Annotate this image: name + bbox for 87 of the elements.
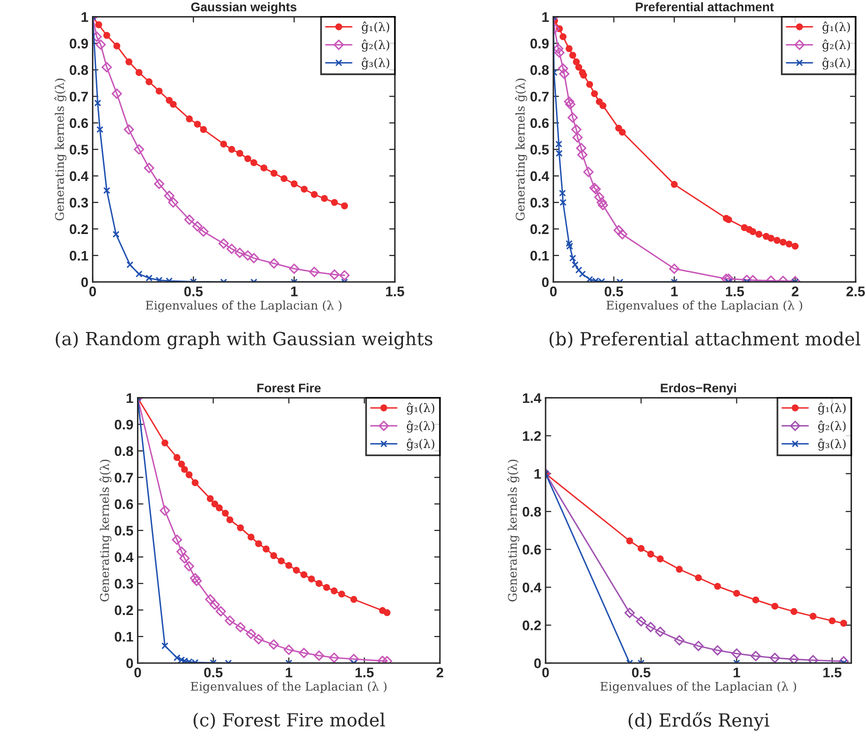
legend-label: ĝ₂(λ)	[822, 40, 850, 52]
y-tick-label: 0.7	[70, 92, 88, 102]
y-tick-label: 0.8	[70, 65, 88, 76]
y-tick-label: 0.1	[114, 632, 134, 642]
x-axis-title: Eigenvalues of the Laplacian (λ )	[146, 300, 342, 312]
x-axis-title: Eigenvalues of the Laplacian (λ )	[190, 682, 386, 694]
y-tick-label: 1	[126, 393, 134, 403]
y-tick-label: 0.2	[530, 224, 549, 234]
chart-title: Forest Fire	[257, 383, 321, 392]
x-tick-label: 1.5	[726, 286, 744, 296]
y-tick-label: 0	[126, 658, 133, 668]
x-tick-label: 0.5	[184, 286, 203, 296]
y-tick-label: 1	[82, 12, 88, 22]
text: (c) Forest Fire model	[194, 712, 385, 730]
y-tick-label: 0.9	[530, 38, 549, 48]
chart-title: Gaussian weights	[191, 2, 296, 14]
y-tick-label: 0.8	[522, 506, 541, 517]
x-axis-title: Eigenvalues of the Laplacian (λ )	[600, 682, 796, 694]
y-tick-label: 0.3	[70, 198, 88, 208]
y-tick-label: 0.8	[114, 446, 134, 456]
legend-label: ĝ₂(λ)	[818, 420, 846, 433]
x-tick-label: 1	[671, 286, 678, 296]
y-tick-label: 0.6	[70, 118, 88, 128]
text: (b) Preferential attachment model	[550, 332, 860, 348]
y-tick-label: 0.4	[530, 171, 550, 182]
legend-label: ĝ₁(λ)	[362, 22, 390, 34]
y-tick-label: 0.6	[530, 118, 549, 128]
x-tick-label: 1	[286, 668, 292, 678]
y-tick-label: 0.9	[70, 38, 88, 48]
legend-label: ĝ₁(λ)	[818, 402, 846, 415]
y-tick-label: 0.6	[114, 499, 134, 510]
y-tick-label: 0.1	[70, 250, 88, 261]
y-tick-label: 1.2	[522, 431, 541, 441]
x-tick-label: 1.5	[823, 668, 842, 678]
y-axis-title: Generating kernels ĝ(λ)	[54, 78, 66, 220]
x-tick-label: 1	[734, 668, 740, 678]
legend-label: ĝ₃(λ)	[362, 57, 390, 70]
chart-title: Erdos−Renyi	[660, 383, 736, 395]
text: (a) Random graph with Gaussian weights	[56, 331, 432, 350]
legend-label: ĝ₃(λ)	[406, 438, 434, 451]
x-tick-label: 2	[792, 286, 798, 296]
legend-label: ĝ₂(λ)	[362, 40, 390, 52]
y-tick-label: 1.4	[522, 393, 542, 403]
y-tick-label: 0.8	[530, 65, 549, 76]
x-axis-title: Eigenvalues of the Laplacian (λ )	[606, 300, 802, 312]
x-tick-label: 0	[89, 286, 96, 296]
y-tick-label: 0.3	[114, 578, 134, 589]
y-tick-label: 0.4	[522, 582, 542, 592]
x-tick-label: 1.5	[356, 668, 374, 678]
y-tick-label: 0.2	[114, 605, 133, 616]
y-tick-label: 0.7	[114, 472, 133, 483]
y-tick-label: 0	[534, 658, 541, 668]
text: (d) Erdős Renyi	[628, 712, 770, 731]
y-tick-label: 0.7	[530, 92, 549, 102]
y-tick-label: 0.3	[530, 198, 549, 208]
y-tick-label: 1	[542, 12, 549, 22]
y-tick-label: 0.5	[70, 144, 88, 155]
legend-label: ĝ₃(λ)	[822, 57, 850, 70]
y-axis-title: Generating kernels ĝ(λ)	[99, 460, 112, 602]
x-tick-label: 0.5	[604, 286, 624, 296]
y-tick-label: 0	[542, 277, 549, 288]
x-tick-label: 2	[436, 668, 444, 678]
y-tick-label: 1	[534, 469, 542, 479]
legend-label: ĝ₁(λ)	[406, 402, 434, 415]
y-tick-label: 0	[81, 277, 88, 288]
x-tick-label: 0	[550, 286, 557, 296]
y-tick-label: 0.6	[522, 544, 541, 555]
x-tick-label: 0	[134, 668, 141, 678]
y-tick-label: 0.9	[114, 420, 134, 430]
y-axis-title: Generating kernels ĝ(λ)	[507, 460, 520, 602]
y-tick-label: 0.2	[70, 224, 88, 234]
legend-label: ĝ₁(λ)	[822, 22, 850, 34]
y-tick-label: 0.2	[522, 620, 541, 630]
legend-label: ĝ₃(λ)	[818, 438, 846, 451]
y-tick-label: 0.5	[530, 144, 549, 155]
y-tick-label: 0.4	[70, 171, 88, 182]
y-tick-label: 0.5	[114, 526, 134, 536]
x-tick-label: 2.5	[846, 286, 865, 296]
y-tick-label: 0.4	[114, 552, 134, 562]
y-axis-title: Generating kernels ĝ(λ)	[515, 78, 528, 220]
y-tick-label: 0.1	[530, 250, 549, 261]
legend-label: ĝ₂(λ)	[406, 420, 434, 433]
x-tick-label: 0.5	[632, 668, 650, 678]
x-tick-label: 1	[291, 286, 298, 296]
x-tick-label: 1.5	[386, 286, 404, 296]
chart-title: Preferential attachment	[636, 2, 774, 12]
x-tick-label: 0.5	[204, 668, 223, 678]
